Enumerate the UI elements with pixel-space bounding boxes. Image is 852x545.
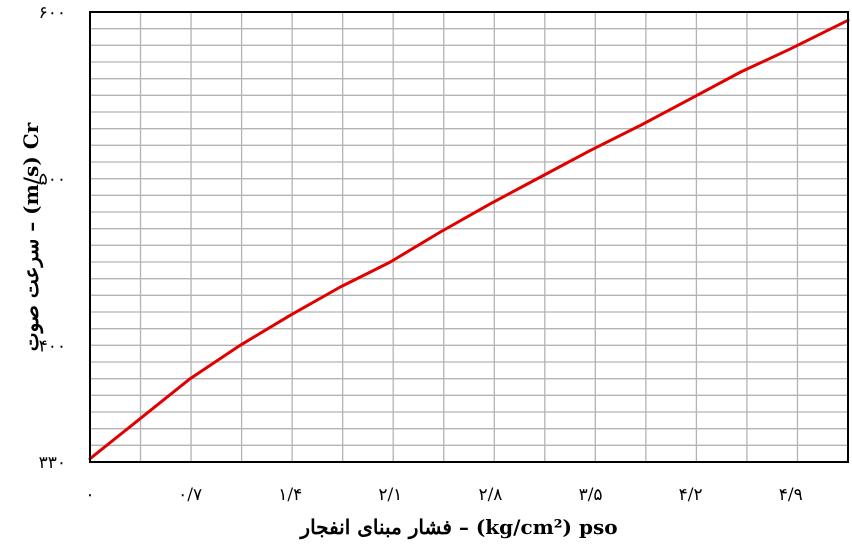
y-tick-label: ۵۰۰ (39, 170, 66, 190)
x-tick-label: ۳/۵ (579, 485, 603, 505)
x-tick-label: ۱/۴ (278, 485, 302, 505)
x-tick-label: ۴/۲ (679, 485, 703, 505)
x-tick-label: ۲/۱ (378, 485, 402, 505)
series-line-0 (88, 18, 850, 461)
y-tick-label: ۳۳۰ (39, 453, 66, 473)
x-tick-label: ۲/۸ (478, 485, 502, 505)
x-tick-label: ۰ (85, 485, 94, 505)
x-tick-label: ۴/۹ (779, 485, 803, 505)
y-axis-title: سرعت صوت – (m/s) Cr (19, 122, 44, 351)
grid (90, 12, 848, 462)
y-tick-label: ۶۰۰ (39, 3, 66, 23)
x-axis-title: فشار مبنای انفجار – (kg/cm²) pso (298, 515, 617, 540)
x-tick-labels: ۰ ۰/۷ ۱/۴ ۲/۱ ۲/۸ ۳/۵ ۴/۲ ۴/۹ (85, 485, 802, 505)
y-tick-label: ۴۰۰ (39, 336, 66, 356)
plot-frame (89, 11, 849, 463)
x-tick-label: ۰/۷ (178, 485, 202, 505)
y-tick-labels: ۳۳۰ ۴۰۰ ۵۰۰ ۶۰۰ (39, 3, 66, 473)
series-layer (88, 18, 850, 461)
